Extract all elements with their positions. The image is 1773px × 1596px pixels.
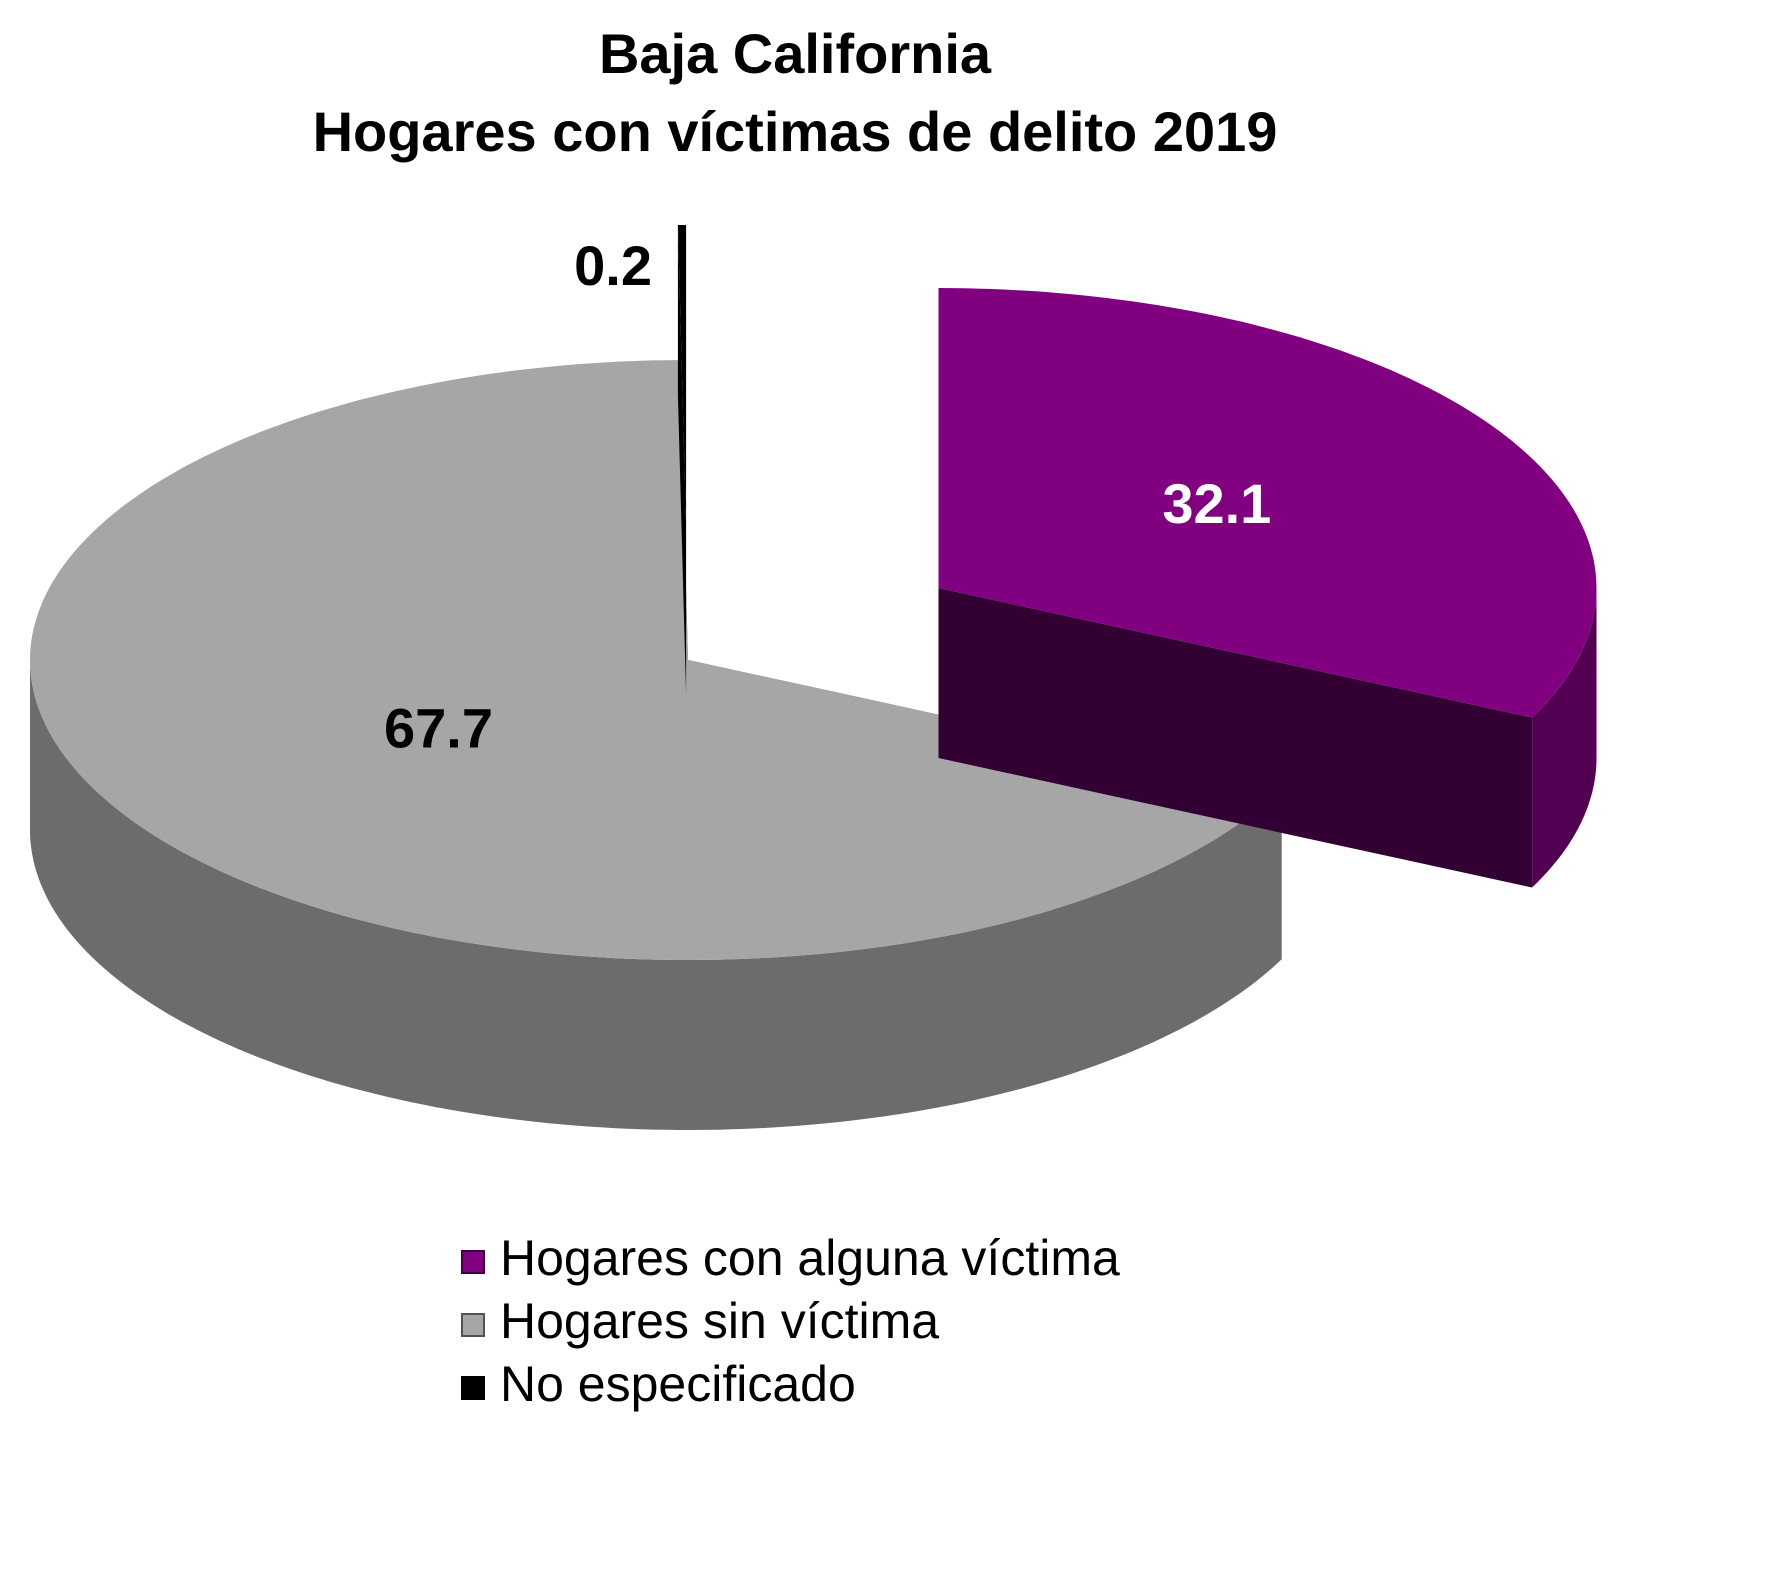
legend-label: Hogares sin víctima bbox=[500, 1293, 939, 1349]
legend-swatch bbox=[461, 1376, 485, 1400]
chart-subtitle: Hogares con víctimas de delito 2019 bbox=[313, 100, 1278, 163]
legend-swatch bbox=[461, 1313, 485, 1337]
legend-label: Hogares con alguna víctima bbox=[500, 1230, 1120, 1286]
slice-radial-face bbox=[938, 588, 1533, 888]
slice-top bbox=[938, 288, 1597, 718]
legend-label: No especificado bbox=[500, 1356, 856, 1412]
legend-swatch bbox=[461, 1250, 485, 1274]
slice-side bbox=[30, 660, 1282, 1130]
data-label: 0.2 bbox=[574, 234, 652, 297]
pie-slice bbox=[30, 360, 1282, 1130]
slice-side bbox=[1532, 588, 1597, 888]
slice-radial-face bbox=[677, 225, 687, 695]
slice-top bbox=[677, 225, 687, 525]
chart-title: Baja California bbox=[599, 22, 992, 85]
pie-slice bbox=[677, 225, 687, 695]
pie-slice bbox=[938, 288, 1597, 888]
data-label: 32.1 bbox=[1162, 472, 1271, 535]
data-label: 67.7 bbox=[384, 696, 493, 759]
slice-top bbox=[30, 360, 1282, 960]
